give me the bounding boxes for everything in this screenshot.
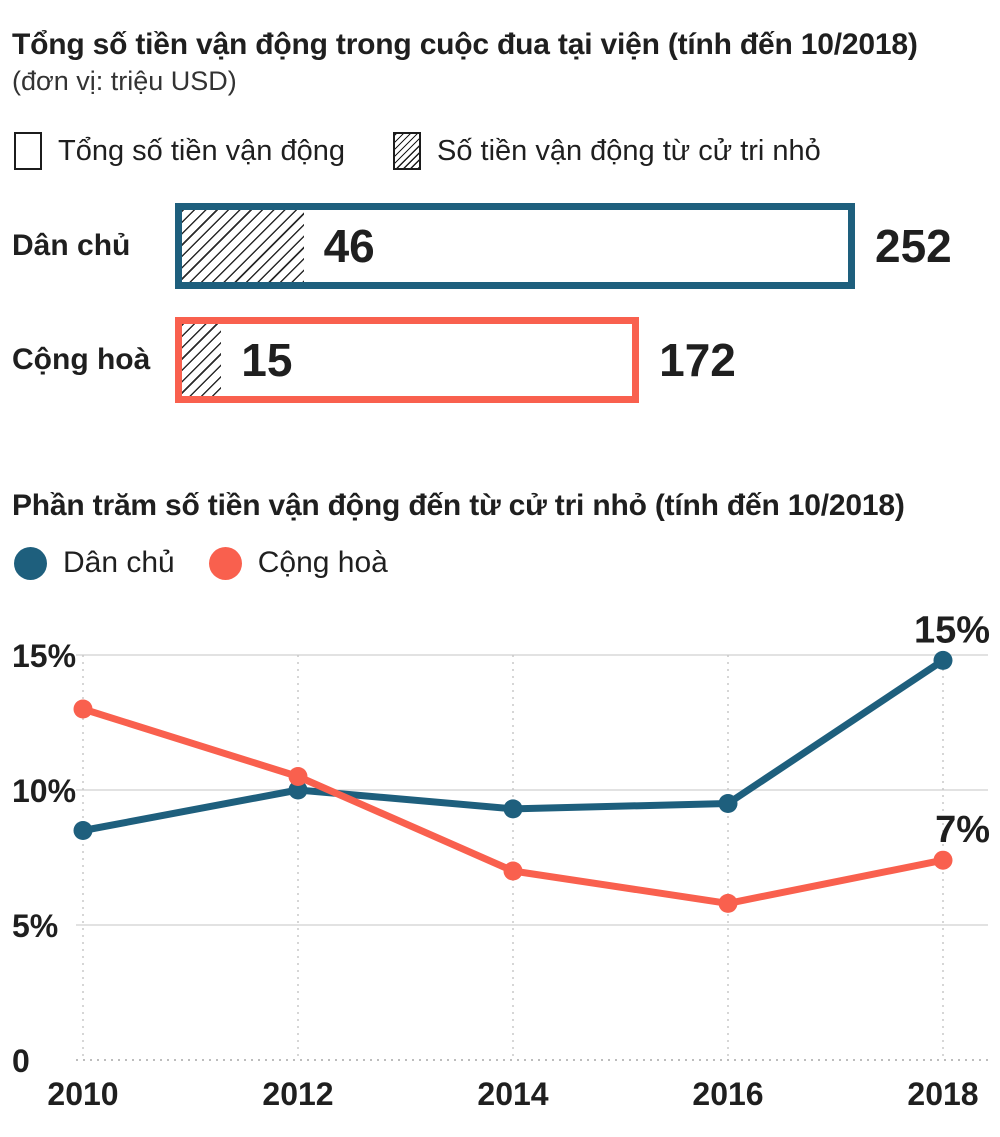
legend-item-democrat: Dân chủ <box>14 546 175 580</box>
bar-chart-legend: Tổng số tiền vận động Số tiền vận động t… <box>14 132 821 170</box>
republican-dot-icon <box>208 546 242 580</box>
legend-label-republican: Cộng hoà <box>257 546 388 579</box>
legend-item-small-donor: Số tiền vận động từ cử tri nhỏ <box>392 132 821 170</box>
data-point-Cộng hoà-2010 <box>73 699 93 719</box>
legend-label-democrat: Dân chủ <box>63 546 175 579</box>
bar-democrat-total-value: 252 <box>875 220 952 272</box>
data-point-Cộng hoà-2012 <box>288 767 308 786</box>
line-chart-legend: Dân chủ Cộng hoà <box>14 546 388 580</box>
x-tick-label-2012: 2012 <box>262 1076 333 1112</box>
legend-label-total: Tổng số tiền vận động <box>58 134 345 167</box>
data-point-Dân chủ-2016 <box>718 794 738 813</box>
bar-republican-small-donor-value: 15 <box>241 334 293 386</box>
data-point-Dân chủ-2014 <box>503 799 523 819</box>
data-point-Cộng hoà-2014 <box>503 861 523 881</box>
hatched-box-swatch <box>392 132 421 170</box>
bar-row-democrat: Dân chủ 46 252 <box>12 203 1000 289</box>
x-tick-label-2018: 2018 <box>907 1076 978 1112</box>
bar-row-republican: Cộng hoà 15 172 <box>12 317 1000 403</box>
data-point-Dân chủ-2018 <box>933 650 953 670</box>
data-point-Cộng hoà-2018 <box>933 850 953 870</box>
bar-democrat-small-donor-segment <box>182 210 304 282</box>
y-tick-label-0: 0 <box>12 1043 30 1079</box>
line-chart-title: Phần trăm số tiền vận động đến từ cử tri… <box>12 489 905 522</box>
data-point-Dân chủ-2010 <box>73 821 93 840</box>
end-label-Cộng hoà: 7% <box>935 809 990 851</box>
bar-republican-total-value: 172 <box>659 334 736 386</box>
legend-item-republican: Cộng hoà <box>208 546 388 580</box>
bar-chart-title: Tổng số tiền vận động trong cuộc đua tại… <box>12 28 918 61</box>
x-tick-label-2010: 2010 <box>47 1076 118 1112</box>
end-label-Dân chủ: 15% <box>914 609 990 651</box>
data-point-Dân chủ-2012 <box>288 780 308 800</box>
line-chart-svg: 15% 10% 5% 0 2010 2012 2014 2016 2018 15% 7% <box>12 609 990 1112</box>
bar-democrat-small-donor-value: 46 <box>323 220 375 272</box>
bar-republican: 15 <box>175 317 640 403</box>
y-tick-label-15: 15% <box>12 638 76 674</box>
bar-label-republican: Cộng hoà <box>12 343 151 376</box>
bar-democrat: 46 <box>175 203 855 289</box>
outline-box-swatch <box>14 132 42 170</box>
x-tick-label-2014: 2014 <box>477 1076 548 1112</box>
bar-label-democrat: Dân chủ <box>12 229 131 262</box>
democrat-dot-icon <box>14 546 47 580</box>
x-tick-label-2016: 2016 <box>692 1076 763 1112</box>
bar-republican-small-donor-segment <box>182 324 222 396</box>
y-tick-label-10: 10% <box>12 773 76 809</box>
legend-item-total: Tổng số tiền vận động <box>14 132 345 170</box>
legend-label-small-donor: Số tiền vận động từ cử tri nhỏ <box>436 134 821 167</box>
data-point-Cộng hoà-2016 <box>718 893 738 913</box>
bar-chart-subtitle: (đơn vị: triệu USD) <box>12 66 237 96</box>
y-tick-label-5: 5% <box>12 908 58 944</box>
